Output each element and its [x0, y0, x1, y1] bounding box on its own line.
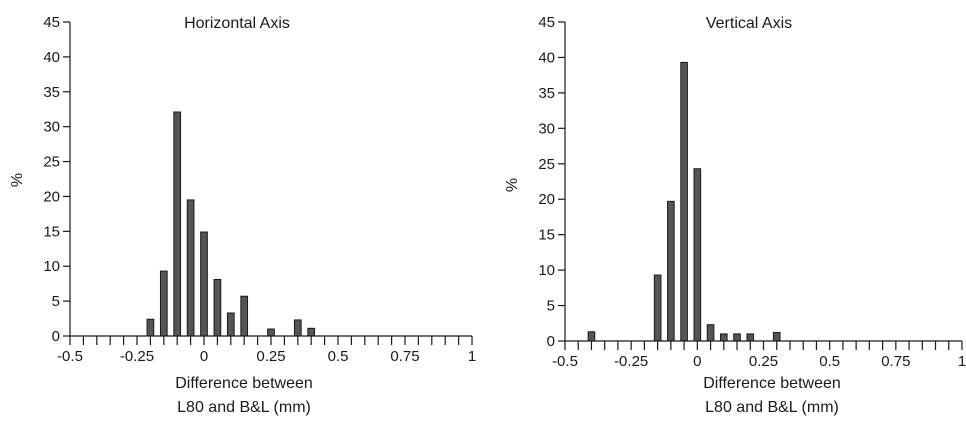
bars [146, 111, 316, 337]
horizontal-axis-chart: Horizontal Axis % Difference between L80… [9, 14, 476, 416]
histogram-bar [653, 274, 662, 342]
y-tick-label: 25 [538, 156, 555, 173]
histogram-bar [293, 319, 302, 337]
y-tick-label: 40 [538, 49, 555, 66]
y-tick-label: 30 [538, 120, 555, 137]
x-tick-label: 0.5 [819, 353, 840, 370]
x-tick-label: 0 [693, 353, 701, 370]
histogram-bar [173, 111, 182, 337]
y-tick-label: 20 [538, 191, 555, 208]
histogram-bar [200, 231, 208, 337]
x-tick-label: 0 [200, 348, 208, 365]
x-tick-label: 1 [958, 353, 966, 370]
histogram-bar [746, 333, 755, 342]
x-tick-label: 0.75 [881, 353, 910, 370]
y-tick-label: 0 [52, 328, 60, 345]
chart-title: Vertical Axis [706, 15, 792, 32]
y-tick-label: 15 [43, 223, 60, 240]
y-tick-label: 45 [538, 14, 555, 31]
y-tick-label: 10 [43, 258, 60, 275]
histogram-bar [733, 333, 741, 342]
y-tick-label: 35 [538, 85, 555, 102]
histogram-bar [680, 61, 688, 342]
histogram-bar [706, 324, 715, 342]
histogram-bar [667, 200, 675, 342]
histogram-bar [587, 331, 596, 342]
x-tick-label: 0.5 [328, 348, 349, 365]
y-tick-label: 15 [538, 227, 555, 244]
histogram-bar [719, 333, 728, 342]
x-tick-label: -0.5 [552, 353, 578, 370]
y-tick-label: 30 [43, 119, 60, 136]
y-tick-label: 5 [52, 293, 60, 310]
y-axis-label: % [9, 173, 26, 187]
x-tick-label: -0.25 [120, 348, 154, 365]
x-tick-label: -0.25 [614, 353, 648, 370]
histogram-bar [213, 278, 222, 337]
histogram-bar [159, 270, 168, 337]
histogram-bar [772, 331, 781, 342]
x-axis-label-line2: L80 and B&L (mm) [177, 399, 311, 416]
x-tick-label: 0.25 [256, 348, 285, 365]
x-tick-label: 1 [468, 348, 476, 365]
chart-title: Horizontal Axis [184, 15, 290, 32]
y-tick-label: 25 [43, 154, 60, 171]
x-axis-label-line2: L80 and B&L (mm) [705, 399, 839, 416]
histogram-bar [307, 327, 316, 337]
y-axis-label: % [504, 178, 521, 192]
y-tick-label: 10 [538, 262, 555, 279]
y-tick-label: 20 [43, 188, 60, 205]
x-tick-label: -0.5 [57, 348, 83, 365]
x-tick-label: 0.25 [749, 353, 778, 370]
y-tick-label: 35 [43, 84, 60, 101]
y-tick-label: 45 [43, 14, 60, 31]
x-tick-label: 0.75 [390, 348, 419, 365]
x-axis-label-line1: Difference between [703, 375, 841, 392]
vertical-axis-chart: Vertical Axis % Difference between L80 a… [504, 14, 966, 416]
y-tick-label: 0 [547, 333, 555, 350]
y-tick-label: 40 [43, 49, 60, 66]
axes: 0 5 10 15 20 25 30 35 40 45 -0.5 -0.25 0 0.25 0.5 0.75 1 [538, 14, 966, 370]
x-axis-label-line1: Difference between [175, 375, 313, 392]
axes: 0 5 10 15 20 25 30 35 40 45 -0.5 -0.25 0 0.25 0.5 0.75 1 [43, 14, 476, 365]
y-tick-label: 5 [547, 298, 555, 315]
histogram-bar [186, 199, 195, 337]
histogram-bar [146, 318, 155, 337]
histogram-bar [240, 295, 249, 337]
histogram-bar [226, 312, 235, 337]
bars [587, 61, 781, 342]
histogram-bar [693, 168, 702, 342]
histogram-bar [267, 328, 275, 337]
